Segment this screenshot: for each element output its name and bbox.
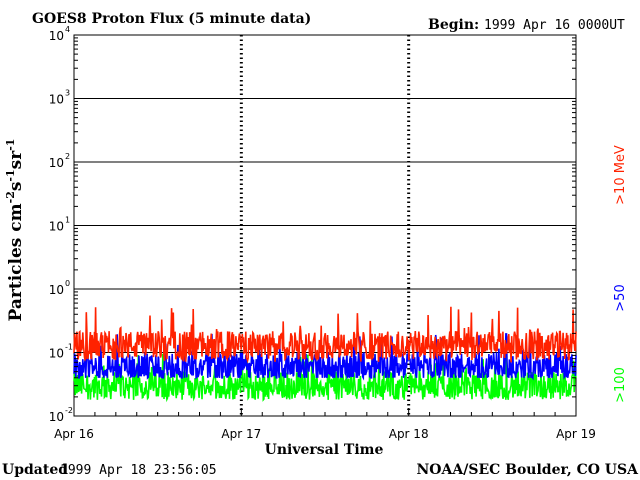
x-tick-label: Apr 17 bbox=[221, 427, 261, 441]
x-axis-ticks: Apr 16 Apr 17 Apr 18 Apr 19 bbox=[54, 408, 596, 441]
day-dividers bbox=[239, 35, 411, 416]
x-axis-label: Universal Time bbox=[265, 442, 384, 458]
series-side-label: >50 bbox=[613, 284, 628, 311]
begin-label: Begin: bbox=[428, 17, 479, 33]
y-tick-label: 10 bbox=[49, 156, 64, 170]
chart-title: GOES8 Proton Flux (5 minute data) bbox=[32, 11, 311, 27]
credit-text: NOAA/SEC Boulder, CO USA bbox=[417, 462, 640, 478]
series-line bbox=[73, 353, 577, 403]
grid-lines bbox=[74, 34, 576, 353]
y-axis-label: Particles cm-2s-1sr-1 bbox=[4, 139, 26, 322]
begin-value: 1999 Apr 16 0000UT bbox=[484, 18, 625, 33]
y-tick-exponent: 1 bbox=[65, 216, 70, 225]
y-tick-label: 10 bbox=[49, 347, 64, 361]
y-label-exp-b: -1 bbox=[4, 169, 17, 181]
y-tick-label: 10 bbox=[49, 283, 64, 297]
y-tick-exponent: 3 bbox=[65, 89, 70, 98]
series-line bbox=[73, 306, 577, 364]
updated-value: 1999 Apr 18 23:56:05 bbox=[60, 463, 217, 478]
y-tick-label: 10 bbox=[49, 93, 64, 107]
y-tick-exponent: 4 bbox=[65, 25, 70, 34]
y-tick-exponent: -1 bbox=[65, 343, 73, 352]
y-tick-label: 10 bbox=[49, 220, 64, 234]
updated-label: Updated bbox=[2, 462, 68, 478]
y-label-part-a: Particles cm bbox=[6, 203, 26, 321]
y-tick-label: 10 bbox=[49, 410, 64, 424]
y-label-exp-a: -2 bbox=[4, 191, 17, 203]
y-label-part-c: sr bbox=[6, 150, 26, 170]
y-tick-exponent: 0 bbox=[65, 279, 70, 288]
y-tick-exponent: 2 bbox=[65, 152, 70, 161]
series-line bbox=[73, 333, 577, 381]
y-tick-label: 10 bbox=[49, 29, 64, 43]
series-side-label: >10 MeV bbox=[613, 145, 628, 205]
y-label-exp-c: -1 bbox=[4, 139, 17, 151]
x-tick-label: Apr 19 bbox=[556, 427, 596, 441]
y-tick-exponent: -2 bbox=[65, 406, 73, 415]
x-tick-label: Apr 16 bbox=[54, 427, 94, 441]
y-label-part-b: s bbox=[6, 182, 26, 192]
series-side-label: >100 bbox=[613, 367, 628, 403]
series-layer bbox=[73, 306, 577, 403]
series-side-labels: >10 MeV >50 >100 bbox=[613, 145, 628, 403]
x-tick-label: Apr 18 bbox=[389, 427, 429, 441]
